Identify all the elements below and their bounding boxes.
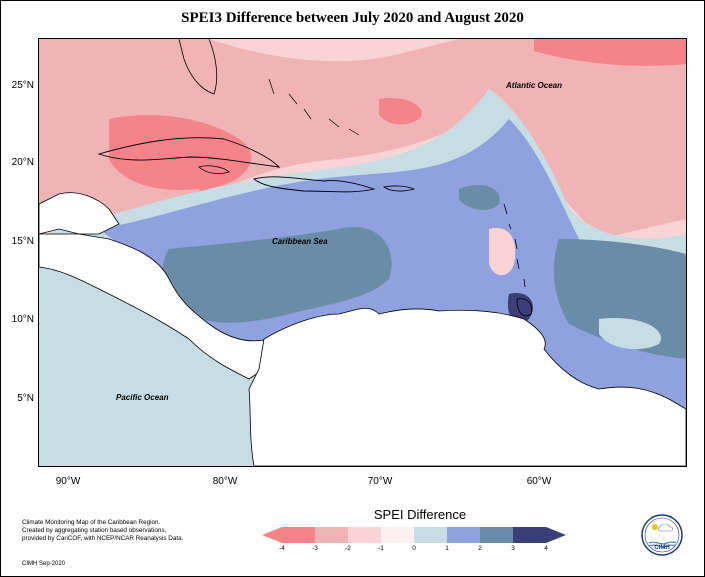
legend-swatch-m2-m1 — [348, 527, 381, 543]
land-yucatan — [39, 192, 120, 235]
legend-colorbar — [262, 527, 566, 543]
legend-tick-m3: -3 — [312, 545, 318, 552]
lon-label-90w: 90°W — [55, 476, 81, 487]
lat-label-25n: 25°N — [11, 80, 34, 91]
legend-swatch-0-1 — [414, 527, 447, 543]
outline-jamaica — [198, 165, 230, 174]
legend-tick-2: 2 — [478, 545, 482, 552]
land-south-america — [248, 307, 686, 466]
legend-swatch-3-4 — [513, 527, 546, 543]
anomaly-strong-wet-antilles — [459, 184, 500, 211]
legend-tick-1: 1 — [445, 545, 449, 552]
legend-arrow-right — [546, 527, 566, 543]
place-label-pacific: Pacific Ocean — [116, 393, 169, 402]
lat-label-5n: 5°N — [17, 393, 34, 404]
cimh-logo-text: CIMH — [654, 545, 670, 551]
place-label-atlantic: Atlantic Ocean — [506, 81, 563, 90]
outline-hispaniola — [253, 176, 376, 193]
anomaly-strong-dry-bahamas — [379, 98, 422, 125]
outline-cuba — [97, 137, 281, 168]
anomaly-near-normal-spot-east — [599, 318, 661, 350]
credits-line-3: provided by CariCOF, with NCEP/NCAR Rean… — [22, 535, 184, 542]
legend-swatch-m1-0 — [381, 527, 414, 543]
lon-label-70w: 70°W — [367, 476, 393, 487]
anomaly-strong-wet-caribbean — [162, 227, 392, 323]
lat-label-10n: 10°N — [11, 314, 34, 325]
legend-swatch-m4-m3 — [282, 527, 315, 543]
legend-swatch-2-3 — [480, 527, 513, 543]
credits-block: Climate Monitoring Map of the Caribbean … — [22, 519, 183, 543]
legend-tick-0: 0 — [412, 545, 416, 552]
anomaly-dry-spot-lesser-antilles — [489, 228, 516, 276]
legend-tick-3: 3 — [511, 545, 515, 552]
legend-tick-m2: -2 — [345, 545, 351, 552]
cimh-logo-icon — [641, 514, 683, 556]
lat-label-20n: 20°N — [11, 157, 34, 168]
legend-swatch-m3-m2 — [315, 527, 348, 543]
map-canvas — [39, 39, 686, 466]
outline-trinidad — [516, 298, 533, 317]
map-title: SPEI3 Difference between July 2020 and A… — [181, 10, 524, 26]
legend-tick-4: 4 — [544, 545, 548, 552]
legend-title: SPEI Difference — [373, 507, 467, 522]
legend-swatch-1-2 — [447, 527, 480, 543]
credits-line-2: Created by aggregating station based obs… — [22, 527, 167, 534]
legend-tick-m4: -4 — [279, 545, 285, 552]
outline-puerto-rico — [383, 185, 416, 192]
credits-date: CIMH Sep-2020 — [22, 561, 66, 567]
map-panel — [38, 38, 687, 467]
lon-label-60w: 60°W — [526, 476, 552, 487]
place-label-caribbean: Caribbean Sea — [272, 237, 328, 246]
lon-label-80w: 80°W — [212, 476, 238, 487]
outline-lesser-antilles — [503, 203, 526, 288]
legend-tick-m1: -1 — [378, 545, 384, 552]
legend-arrow-left — [262, 527, 282, 543]
outline-bahamas — [268, 78, 360, 136]
lat-label-15n: 15°N — [11, 236, 34, 247]
outline-florida — [178, 39, 218, 95]
credits-line-1: Climate Monitoring Map of the Caribbean … — [22, 519, 161, 526]
anomaly-strong-dry-northeast — [534, 39, 686, 66]
anomaly-strong-dry-cuba — [109, 115, 252, 190]
